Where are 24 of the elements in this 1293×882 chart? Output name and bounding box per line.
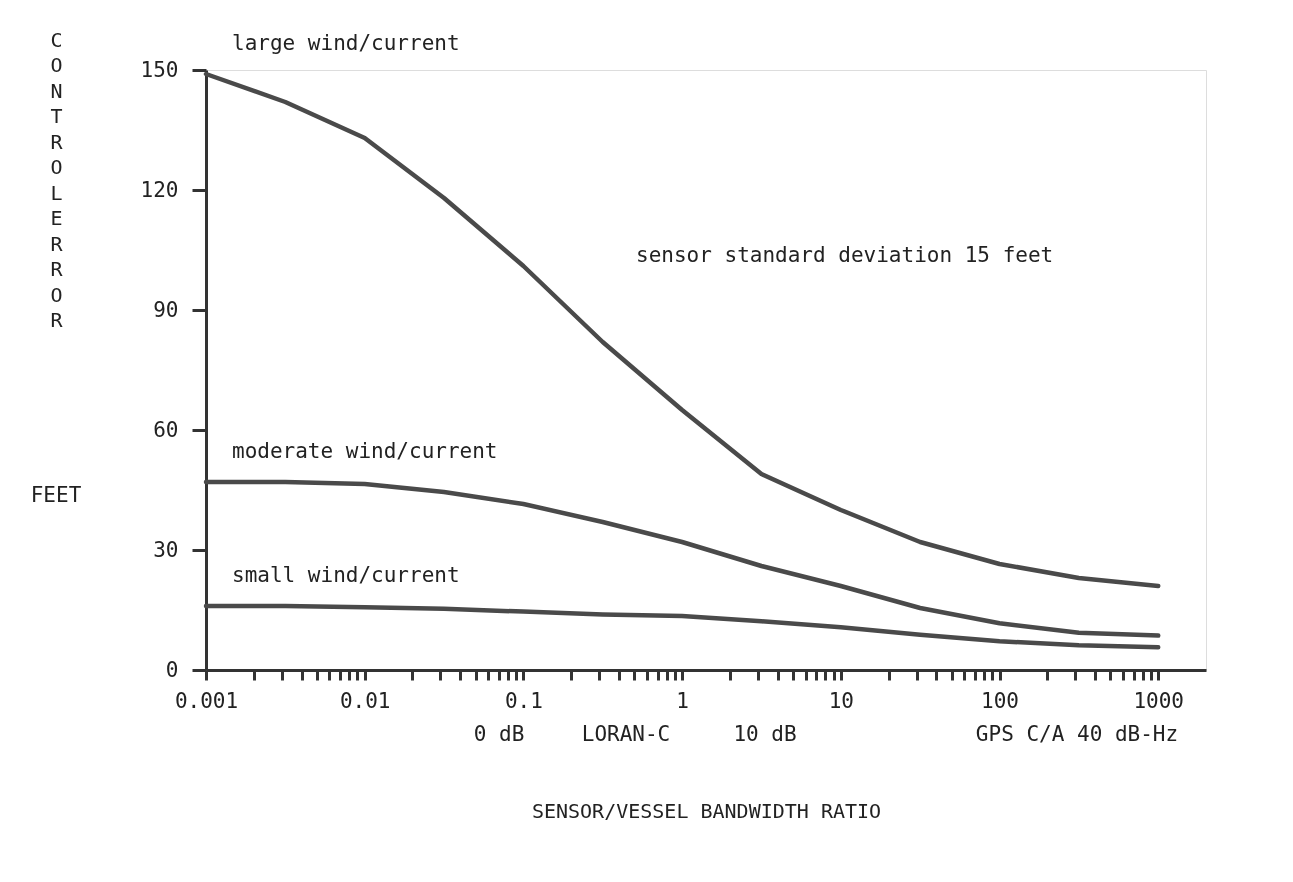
series-label: moderate wind/current [232, 439, 498, 463]
x-tick-label: 10 [828, 688, 854, 713]
y-tick-label: 120 [140, 177, 179, 202]
x-tick-label: 0.01 [339, 688, 391, 713]
x-tick-label: 100 [981, 688, 1019, 713]
x-tick-label: 1 [676, 688, 689, 713]
x-tick-label: 0.1 [504, 688, 543, 713]
x-axis-title: SENSOR/VESSEL BANDWIDTH RATIO [531, 798, 882, 823]
x-tick-label: 1000 [1133, 688, 1185, 713]
x-tick-label: 0.001 [174, 688, 239, 713]
text: FEET [30, 483, 82, 507]
text: CONTROL ERROR [50, 27, 63, 332]
y-tick-label: 30 [153, 537, 179, 562]
y-tick-label: 90 [153, 297, 179, 322]
y-tick-label: 60 [153, 417, 179, 442]
y-tick-label: 150 [140, 57, 179, 82]
annotation: sensor standard deviation 15 feet [636, 243, 1054, 267]
y-tick-label: 0 [165, 657, 179, 682]
text: 10 dB [733, 722, 797, 746]
text: 0 dB [473, 722, 525, 746]
series-label: large wind/current [232, 31, 460, 55]
series-label: small wind/current [232, 563, 460, 587]
text: LORAN-C [581, 722, 671, 746]
text: GPS C/A 40 dB-Hz [975, 722, 1179, 746]
